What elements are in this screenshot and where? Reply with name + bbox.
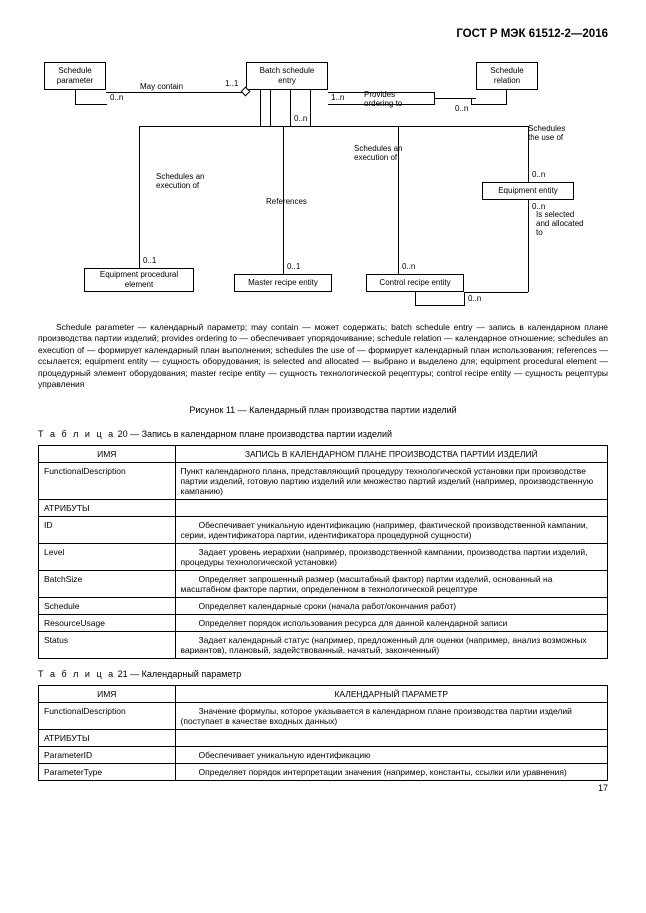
table-20: ИМЯЗАПИСЬ В КАЛЕНДАРНОМ ПЛАНЕ ПРОИЗВОДСТ… bbox=[38, 445, 608, 659]
td: ResourceUsage bbox=[39, 614, 176, 631]
line bbox=[528, 200, 529, 292]
mult-label: 0..n bbox=[294, 114, 307, 123]
td bbox=[175, 729, 607, 746]
table20-caption: Т а б л и ц а 20 — Запись в календарном … bbox=[38, 429, 608, 439]
td: Status bbox=[39, 631, 176, 658]
td: Пункт календарного плана, представляющий… bbox=[175, 462, 607, 499]
uml-diagram: Schedule parameter Batch schedule entry … bbox=[38, 52, 608, 312]
box-master-recipe-entity: Master recipe entity bbox=[234, 274, 332, 292]
line bbox=[106, 92, 243, 93]
line bbox=[270, 90, 271, 126]
line bbox=[310, 90, 311, 126]
line bbox=[464, 292, 528, 293]
line bbox=[310, 126, 528, 127]
td bbox=[175, 499, 607, 516]
caption-prefix: Т а б л и ц а bbox=[38, 669, 115, 679]
td: FunctionalDescription bbox=[39, 702, 176, 729]
th: ИМЯ bbox=[39, 685, 176, 702]
caption-text: 20 — Запись в календарном плане производ… bbox=[115, 429, 392, 439]
line bbox=[75, 90, 76, 104]
line bbox=[139, 126, 261, 127]
td: Определяет порядок интерпретации значени… bbox=[175, 763, 607, 780]
td: ParameterType bbox=[39, 763, 176, 780]
td: BatchSize bbox=[39, 570, 176, 597]
mult-label: 0..n bbox=[532, 170, 545, 179]
line bbox=[471, 104, 507, 105]
line bbox=[434, 98, 476, 99]
line bbox=[139, 126, 140, 268]
mult-label: 0..n bbox=[455, 104, 468, 113]
th: ИМЯ bbox=[39, 445, 176, 462]
th: ЗАПИСЬ В КАЛЕНДАРНОМ ПЛАНЕ ПРОИЗВОДСТВА … bbox=[175, 445, 607, 462]
page-number: 17 bbox=[598, 783, 608, 793]
page: ГОСТ Р МЭК 61512-2—2016 Schedule paramet… bbox=[0, 0, 646, 801]
td: ID bbox=[39, 516, 176, 543]
box-batch-schedule-entry: Batch schedule entry bbox=[246, 62, 328, 90]
td: АТРИБУТЫ bbox=[39, 499, 176, 516]
box-equipment-procedural-element: Equipment procedural element bbox=[84, 268, 194, 292]
rel-label: Provides ordering to bbox=[364, 90, 402, 108]
mult-label: 0..1 bbox=[287, 262, 300, 271]
mult-label: 1..n bbox=[331, 93, 344, 102]
line bbox=[506, 90, 507, 104]
th: КАЛЕНДАРНЫЙ ПАРАМЕТР bbox=[175, 685, 607, 702]
td: АТРИБУТЫ bbox=[39, 729, 176, 746]
line bbox=[290, 90, 291, 126]
line bbox=[415, 305, 465, 306]
mult-label: 1..1 bbox=[225, 79, 238, 88]
mult-label: 0..n bbox=[468, 294, 481, 303]
td: Level bbox=[39, 543, 176, 570]
td: Задает уровень иерархии (например, произ… bbox=[175, 543, 607, 570]
line bbox=[398, 126, 399, 274]
rel-label: Schedules the use of bbox=[528, 124, 565, 142]
legend-paragraph: Schedule parameter — календарный парамет… bbox=[38, 322, 608, 391]
rel-label: Schedules an execution of bbox=[354, 144, 402, 162]
td: Задает календарный статус (например, пре… bbox=[175, 631, 607, 658]
rel-label: May contain bbox=[140, 82, 183, 91]
rel-label: Schedules an execution of bbox=[156, 172, 204, 190]
rel-label: References bbox=[266, 197, 307, 206]
box-schedule-relation: Schedule relation bbox=[476, 62, 538, 90]
td: Значение формулы, которое указывается в … bbox=[175, 702, 607, 729]
line bbox=[260, 90, 261, 126]
rel-label: Is selected and allocated to bbox=[536, 210, 584, 237]
td: Обеспечивает уникальную идентификацию bbox=[175, 746, 607, 763]
caption-prefix: Т а б л и ц а bbox=[38, 429, 115, 439]
table-21: ИМЯКАЛЕНДАРНЫЙ ПАРАМЕТР FunctionalDescri… bbox=[38, 685, 608, 781]
td: FunctionalDescription bbox=[39, 462, 176, 499]
figure-caption: Рисунок 11 — Календарный план производст… bbox=[38, 405, 608, 415]
line bbox=[415, 292, 416, 306]
box-schedule-parameter: Schedule parameter bbox=[44, 62, 106, 90]
box-control-recipe-entity: Control recipe entity bbox=[366, 274, 464, 292]
td: Обеспечивает уникальную идентификацию (н… bbox=[175, 516, 607, 543]
caption-text: 21 — Календарный параметр bbox=[115, 669, 241, 679]
td: Schedule bbox=[39, 597, 176, 614]
doc-header: ГОСТ Р МЭК 61512-2—2016 bbox=[38, 28, 608, 40]
td: Определяет порядок использования ресурса… bbox=[175, 614, 607, 631]
td: Определяет запрошенный размер (масштабны… bbox=[175, 570, 607, 597]
box-equipment-entity: Equipment entity bbox=[482, 182, 574, 200]
td: ParameterID bbox=[39, 746, 176, 763]
line bbox=[464, 292, 465, 306]
line bbox=[75, 104, 107, 105]
table21-caption: Т а б л и ц а 21 — Календарный параметр bbox=[38, 669, 608, 679]
line bbox=[260, 126, 310, 127]
td: Определяет календарные сроки (начала раб… bbox=[175, 597, 607, 614]
mult-label: 0..n bbox=[402, 262, 415, 271]
mult-label: 0..n bbox=[110, 93, 123, 102]
mult-label: 0..1 bbox=[143, 256, 156, 265]
